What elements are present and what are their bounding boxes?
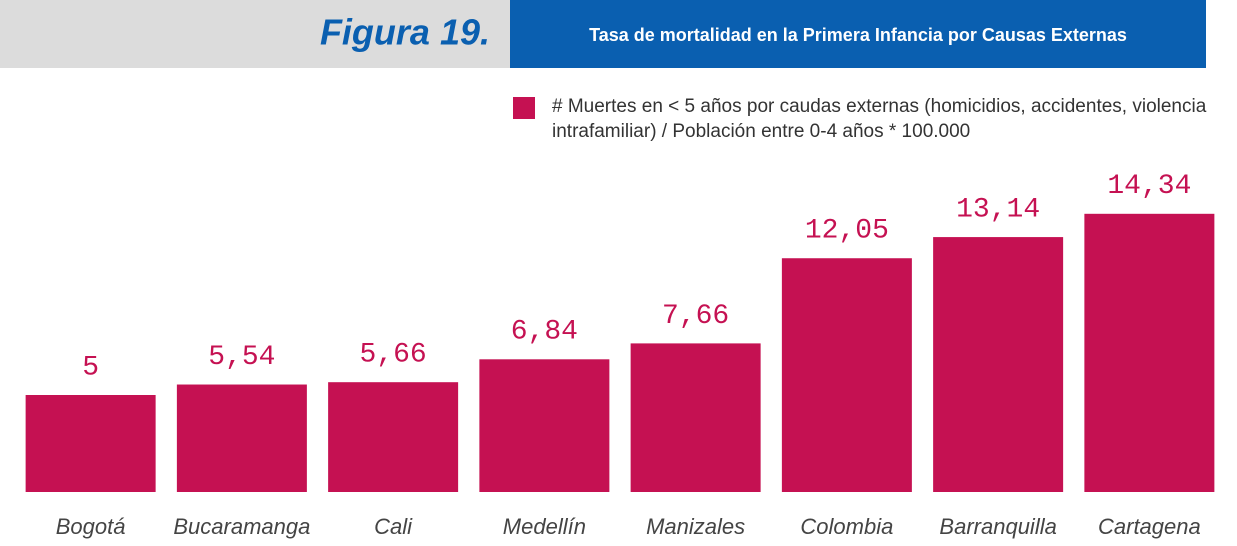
data-label: 13,14 [956, 194, 1040, 225]
bar [328, 382, 459, 492]
data-label: 5 [82, 352, 99, 383]
legend-swatch [513, 97, 535, 119]
x-tick-label: Manizales [646, 514, 745, 539]
x-tick-label: Colombia [800, 514, 893, 539]
x-tick-label: Cartagena [1098, 514, 1201, 539]
bar [1084, 213, 1215, 492]
legend-label: # Muertes en < 5 años por caudas externa… [552, 96, 1207, 142]
bar [176, 384, 307, 492]
data-label: 12,05 [805, 216, 889, 247]
x-tick-label: Barranquilla [939, 514, 1056, 539]
data-label: 5,66 [360, 340, 427, 371]
x-tick-label: Cali [374, 514, 413, 539]
data-label: 5,54 [208, 342, 275, 373]
x-tick-label: Bogotá [56, 514, 126, 539]
data-label: 6,84 [511, 317, 578, 348]
data-label: 14,34 [1107, 171, 1191, 202]
title-box [510, 0, 1206, 68]
x-tick-label: Bucaramanga [173, 514, 310, 539]
data-label: 7,66 [662, 301, 729, 332]
figure-label: Figura 19. [320, 12, 490, 53]
x-tick-label: Medellín [503, 514, 586, 539]
bar [781, 258, 912, 492]
header-band [0, 0, 510, 68]
bar [933, 237, 1064, 492]
chart-title: Tasa de mortalidad en la Primera Infanci… [589, 25, 1127, 45]
bar [25, 395, 156, 492]
bar [630, 343, 761, 492]
bar [479, 359, 610, 492]
